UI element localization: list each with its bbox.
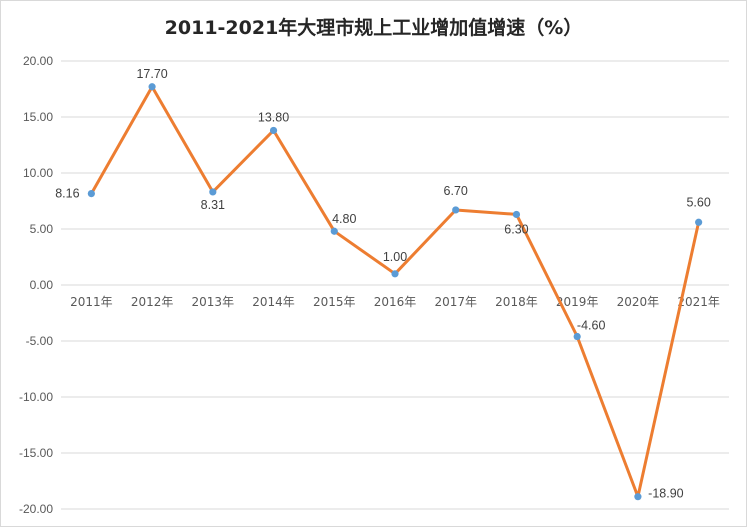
- y-tick-label: 5.00: [30, 222, 54, 236]
- data-label: 8.16: [55, 187, 79, 201]
- data-point: [269, 126, 278, 135]
- data-label: 6.30: [504, 222, 528, 236]
- x-tick-label: 2011年: [70, 295, 113, 309]
- x-tick-label: 2012年: [131, 295, 174, 309]
- data-label: 5.60: [686, 195, 710, 209]
- x-tick-label: 2015年: [313, 295, 356, 309]
- x-tick-label: 2013年: [192, 295, 235, 309]
- data-label: -18.90: [648, 487, 683, 501]
- x-tick-label: 2014年: [252, 295, 295, 309]
- data-point: [573, 332, 581, 341]
- y-tick-label: 20.00: [23, 54, 53, 68]
- data-point: [148, 83, 156, 91]
- y-tick-label: -5.00: [26, 334, 54, 348]
- data-point: [209, 188, 217, 196]
- y-tick-label: -20.00: [19, 502, 53, 516]
- x-tick-label: 2020年: [617, 295, 660, 309]
- x-tick-label: 2018年: [495, 295, 538, 309]
- data-point: [87, 190, 95, 198]
- x-tick-label: 2019年: [556, 295, 599, 309]
- x-tick-label: 2016年: [374, 295, 417, 309]
- y-tick-label: 0.00: [30, 278, 54, 292]
- data-point: [512, 210, 521, 219]
- data-label: 4.80: [332, 212, 356, 226]
- y-tick-label: -15.00: [19, 446, 53, 460]
- data-label: 1.00: [383, 250, 407, 264]
- data-label: 8.31: [201, 198, 225, 212]
- x-tick-label: 2021年: [677, 295, 720, 309]
- y-tick-label: 10.00: [23, 166, 53, 180]
- y-tick-label: 15.00: [23, 110, 53, 124]
- series-line: [90, 85, 701, 499]
- y-tick-label: -10.00: [19, 390, 53, 404]
- chart-title: 2011-2021年大理市规上工业增加值增速（%）: [164, 17, 583, 39]
- data-label: -4.60: [577, 319, 606, 333]
- data-label: 6.70: [444, 184, 468, 198]
- data-point: [330, 227, 338, 235]
- data-point: [452, 206, 460, 214]
- data-label: 13.80: [258, 110, 289, 124]
- data-point: [695, 218, 703, 226]
- data-label: 17.70: [136, 67, 167, 81]
- data-point: [391, 270, 399, 278]
- data-point: [634, 493, 642, 501]
- x-tick-label: 2017年: [434, 295, 477, 309]
